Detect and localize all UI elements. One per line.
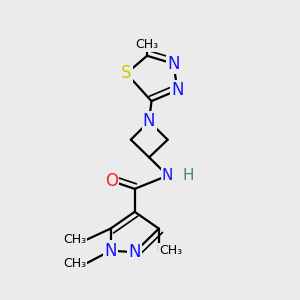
Text: S: S bbox=[121, 64, 132, 82]
Text: CH₃: CH₃ bbox=[63, 233, 86, 246]
Text: N: N bbox=[104, 242, 117, 260]
Text: N: N bbox=[171, 81, 184, 99]
Text: H: H bbox=[182, 168, 194, 183]
Text: N: N bbox=[167, 55, 180, 73]
Text: N: N bbox=[162, 168, 173, 183]
Text: CH₃: CH₃ bbox=[63, 257, 86, 270]
Text: O: O bbox=[105, 172, 118, 190]
Text: N: N bbox=[128, 243, 141, 261]
Text: CH₃: CH₃ bbox=[136, 38, 159, 50]
Text: N: N bbox=[143, 112, 155, 130]
Text: CH₃: CH₃ bbox=[159, 244, 182, 257]
